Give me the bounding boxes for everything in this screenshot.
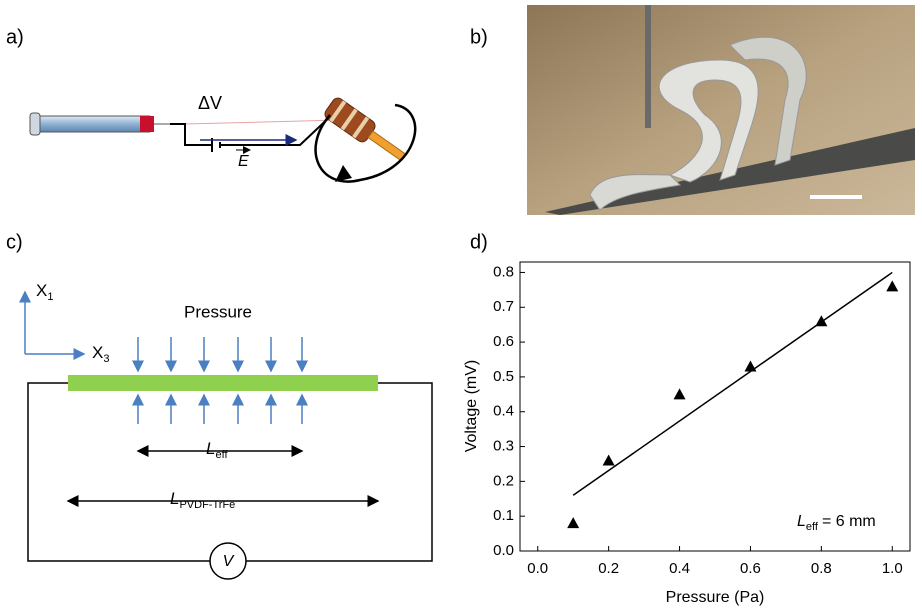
y-axis-title: Voltage (mV) [463,360,480,452]
data-point [886,280,899,292]
x-tick-label: 1.0 [882,560,903,577]
rotation-arrow [314,103,417,183]
annotation: Leff = 6 mm [797,513,876,533]
data-point [815,315,828,327]
circuit [27,382,433,562]
axis-symbol: X [92,343,103,362]
data-point [673,388,686,400]
leff-label: Leff [206,439,228,460]
x-tick-label: 0.8 [811,560,832,577]
fit-line [572,271,893,496]
axis-label: X3 [92,343,109,364]
syringe-plunger [29,112,41,136]
lpvdf-label: LPVDF-TrFe [170,489,235,510]
y-tick-label: 0.4 [493,403,514,420]
scale-bar [810,195,862,199]
y-tick-label: 0.6 [493,333,514,350]
wire [170,111,336,152]
voltmeter-label: V [223,553,235,570]
y-tick-label: 0.5 [493,368,514,385]
pressure-arrows [132,337,308,424]
y-tick-label: 0.0 [493,542,514,559]
data-point [567,517,580,529]
x-tick-label: 0.4 [669,560,690,577]
collector [324,97,407,162]
voltmeter [209,542,247,580]
field-label: E [238,153,249,170]
ribbon [589,174,682,211]
length-subscript: eff [215,449,228,461]
panel-label: b) [470,26,488,48]
panel-a: a) ΔV E [6,26,417,183]
data-point [744,360,757,372]
panel-b: b) [470,5,915,215]
x-tick-label: 0.2 [598,560,619,577]
axis-symbol: X [36,281,47,300]
rotation-arrowhead [335,165,352,182]
length-symbol: L [170,489,179,508]
pressure-label: Pressure [184,302,252,321]
panel-d: d) Pressure (Pa) Voltage (mV) Leff = 6 mm… [463,231,911,606]
ribbon [658,59,759,183]
axis-label: X1 [36,281,53,302]
syringe-barrel [39,115,151,133]
ribbon [729,36,807,166]
y-tick-label: 0.8 [493,263,514,280]
annotation-text: = 6 mm [822,513,876,530]
panel-label: c) [6,231,23,253]
length-subscript: PVDF-TrFe [179,499,235,511]
plot-frame [519,261,911,552]
panel-label: d) [470,231,488,253]
axis-subscript: 1 [47,291,53,303]
film [68,375,378,391]
y-tick-label: 0.3 [493,438,514,455]
annotation-symbol: L [797,513,806,530]
jet [184,119,341,125]
syringe-tip [140,116,154,132]
length-symbol: L [206,439,215,458]
voltage-label: ΔV [198,93,222,113]
panel-c: c) X1 X3 Pressure V Leff LPVDF-TrFe [6,231,433,580]
x-axis-title: Pressure (Pa) [666,589,765,606]
data-point [602,454,615,466]
panel-label: a) [6,26,24,48]
x-tick-label: 0.6 [740,560,761,577]
y-tick-label: 0.2 [493,472,514,489]
x-tick-label: 0.0 [527,560,548,577]
axis-subscript: 3 [103,353,109,365]
annotation-subscript: eff [806,521,819,533]
y-tick-label: 0.7 [493,298,514,315]
y-tick-label: 0.1 [493,507,514,524]
